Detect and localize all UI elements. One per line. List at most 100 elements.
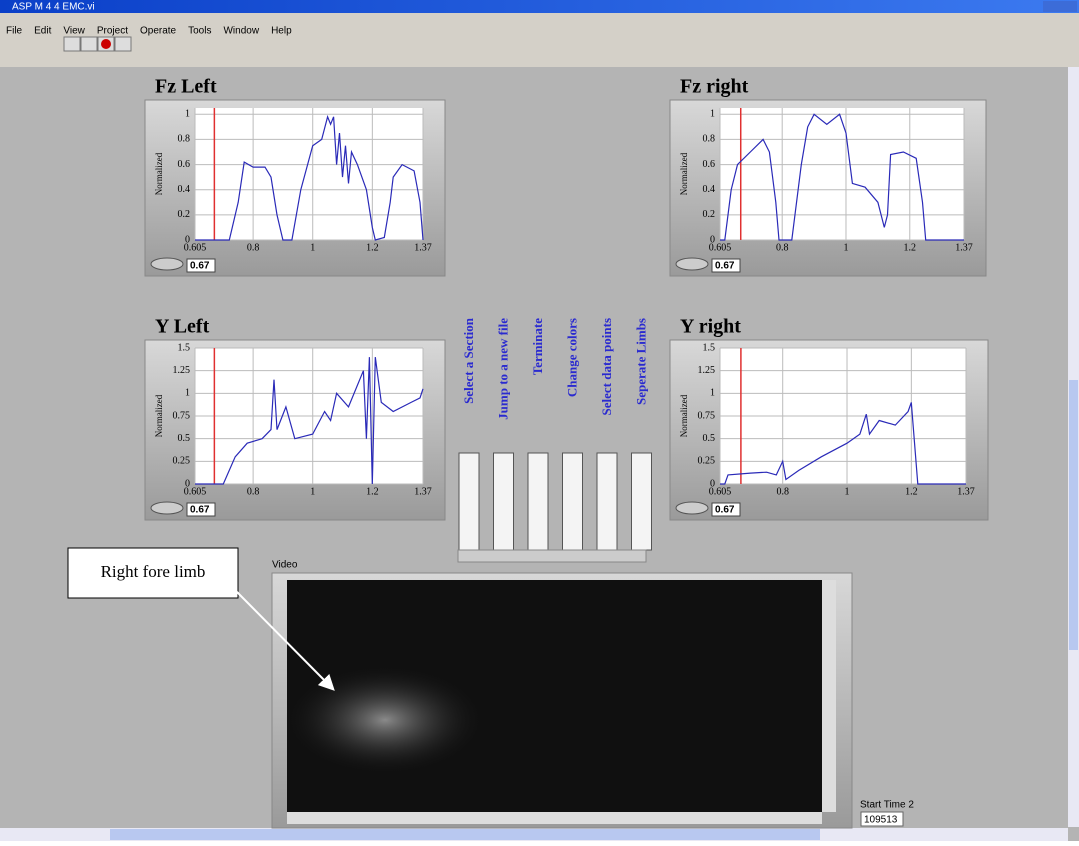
y-tick-label: 0.6 — [703, 159, 716, 170]
menu-item[interactable]: Help — [271, 26, 292, 37]
y-tick-label: 0.6 — [178, 159, 191, 170]
y-tick-label: 0.2 — [703, 209, 716, 220]
y-tick-label: 0.5 — [178, 433, 191, 444]
pause-button[interactable] — [115, 37, 131, 51]
x-tick-label: 1.37 — [414, 486, 432, 497]
menu-item[interactable]: Project — [97, 26, 128, 37]
y-tick-label: 0.4 — [178, 184, 191, 195]
button-label: Seperate Limbs — [633, 318, 648, 405]
scroll-thumb[interactable] — [1069, 380, 1078, 650]
x-tick-label: 1.2 — [366, 486, 379, 497]
y-tick-label: 1 — [185, 109, 190, 120]
run-button[interactable] — [64, 37, 80, 51]
cursor-control[interactable] — [676, 502, 708, 514]
x-tick-label: 1 — [310, 486, 315, 497]
x-tick-label: 1.37 — [957, 486, 975, 497]
cursor-control[interactable] — [151, 502, 183, 514]
y-tick-label: 1.5 — [178, 342, 191, 353]
chart-title: Y right — [680, 316, 741, 338]
x-tick-label: 1.2 — [904, 242, 917, 253]
menu-item[interactable]: File — [6, 26, 23, 37]
toolbar — [64, 37, 131, 51]
cursor-control[interactable] — [151, 258, 183, 270]
toggle-button[interactable] — [459, 453, 479, 550]
menu-item[interactable]: Window — [223, 26, 259, 37]
button-label: Change colors — [564, 318, 579, 397]
y-tick-label: 0.75 — [173, 410, 191, 421]
window-title: ASP M 4 4 EMC.vi — [12, 2, 95, 13]
limb-image — [285, 665, 485, 775]
y-tick-label: 1 — [185, 388, 190, 399]
y-tick-label: 1 — [710, 109, 715, 120]
chart-title: Fz Left — [155, 76, 217, 98]
page: ASP M 4 4 EMC.vi File Edit View Project Oper… — [0, 0, 1079, 841]
y-tick-label: 0 — [185, 234, 190, 245]
y-tick-label: 0.25 — [698, 456, 716, 467]
toggle-button[interactable] — [632, 453, 652, 550]
x-tick-label: 0.8 — [776, 242, 789, 253]
plot-area — [195, 108, 423, 240]
button-base — [458, 550, 646, 562]
window-controls[interactable] — [1043, 1, 1077, 12]
video-label: Video — [272, 560, 298, 571]
title-bar — [0, 0, 1079, 13]
cursor-control[interactable] — [676, 258, 708, 270]
video-scrollbar[interactable] — [287, 812, 822, 824]
button-label: Terminate — [530, 318, 545, 376]
toggle-button[interactable] — [597, 453, 617, 550]
y-tick-label: 0 — [710, 478, 715, 489]
y-tick-label: 0.75 — [698, 410, 716, 421]
y-axis-label: Normalized — [154, 394, 164, 437]
toggle-button[interactable] — [563, 453, 583, 550]
y-tick-label: 0.8 — [703, 134, 716, 145]
plot-area — [720, 108, 964, 240]
y-axis-label: Normalized — [679, 152, 689, 195]
button-label: Jump to a new file — [495, 318, 510, 420]
start-time-value: 109513 — [864, 815, 898, 826]
cursor-value: 0.67 — [715, 505, 735, 516]
screen: ASP M 4 4 EMC.vi File Edit View Project Oper… — [0, 0, 1079, 841]
y-tick-label: 1.25 — [698, 365, 716, 376]
x-tick-label: 0.8 — [247, 486, 260, 497]
abort-icon — [101, 39, 111, 49]
chart-title: Y Left — [155, 316, 210, 338]
button-label: Select a Section — [461, 317, 476, 404]
menu-item[interactable]: Edit — [34, 26, 51, 37]
y-axis-label: Normalized — [154, 152, 164, 195]
cursor-value: 0.67 — [715, 261, 735, 272]
toggle-button[interactable] — [494, 453, 514, 550]
menu-toolbar — [0, 13, 1079, 67]
run-continuous-button[interactable] — [81, 37, 97, 51]
menu-item[interactable]: View — [63, 26, 85, 37]
cursor-value: 0.67 — [190, 261, 210, 272]
x-tick-label: 1.37 — [955, 242, 973, 253]
annotation: Right fore limb — [101, 562, 206, 581]
toggle-button[interactable] — [528, 453, 548, 550]
y-tick-label: 1.5 — [703, 342, 716, 353]
y-tick-label: 0.5 — [703, 433, 716, 444]
y-tick-label: 0 — [185, 478, 190, 489]
y-tick-label: 0.2 — [178, 209, 191, 220]
x-tick-label: 1.37 — [414, 242, 432, 253]
menu-item[interactable]: Operate — [140, 26, 177, 37]
x-tick-label: 1 — [310, 242, 315, 253]
x-tick-label: 1 — [843, 242, 848, 253]
cursor-value: 0.67 — [190, 505, 210, 516]
chart-title: Fz right — [680, 76, 749, 98]
x-tick-label: 1.2 — [905, 486, 918, 497]
x-tick-label: 1.2 — [366, 242, 379, 253]
y-tick-label: 0 — [710, 234, 715, 245]
menu-item[interactable]: Tools — [188, 26, 211, 37]
y-axis-label: Normalized — [679, 394, 689, 437]
button-label: Select data points — [599, 318, 614, 416]
x-tick-label: 1 — [845, 486, 850, 497]
y-tick-label: 0.4 — [703, 184, 716, 195]
y-tick-label: 0.8 — [178, 134, 191, 145]
start-time-label: Start Time 2 — [860, 800, 914, 811]
scroll-thumb[interactable] — [110, 829, 820, 840]
y-tick-label: 1 — [710, 388, 715, 399]
video-scrollbar[interactable] — [822, 580, 836, 812]
x-tick-label: 0.8 — [776, 486, 789, 497]
y-tick-label: 0.25 — [173, 456, 191, 467]
y-tick-label: 1.25 — [173, 365, 191, 376]
